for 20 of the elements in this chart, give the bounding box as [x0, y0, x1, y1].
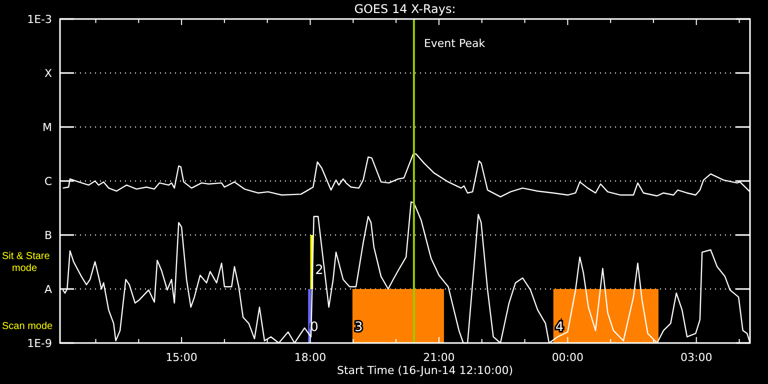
- x-tick-label: 21:00: [423, 351, 455, 364]
- y-tick-label: X: [44, 66, 52, 80]
- x-tick-label: 18:00: [294, 351, 326, 364]
- y-tick-label: A: [44, 282, 52, 296]
- chart-title: GOES 14 X-Rays:: [354, 2, 456, 16]
- ref-line-label: Event Peak: [424, 37, 486, 50]
- text: Scan mode: [2, 321, 54, 332]
- text: Sit & Stare mode: [2, 251, 50, 274]
- band-label: 3: [354, 320, 363, 335]
- x-tick-label: 00:00: [552, 351, 584, 364]
- band-label: 2: [315, 263, 324, 278]
- x-axis-title: Start Time (16-Jun-14 12:10:00): [337, 364, 513, 377]
- y-tick-label: 1E-3: [27, 12, 52, 26]
- x-tick-label: 03:00: [680, 351, 712, 364]
- y-tick-label: C: [44, 174, 52, 188]
- band-label: 4: [555, 320, 564, 335]
- x-tick-label: 15:00: [166, 351, 198, 364]
- y-tick-label: M: [42, 120, 52, 134]
- y-tick-label: B: [44, 228, 52, 242]
- y-tick-label: 1E-9: [27, 336, 52, 350]
